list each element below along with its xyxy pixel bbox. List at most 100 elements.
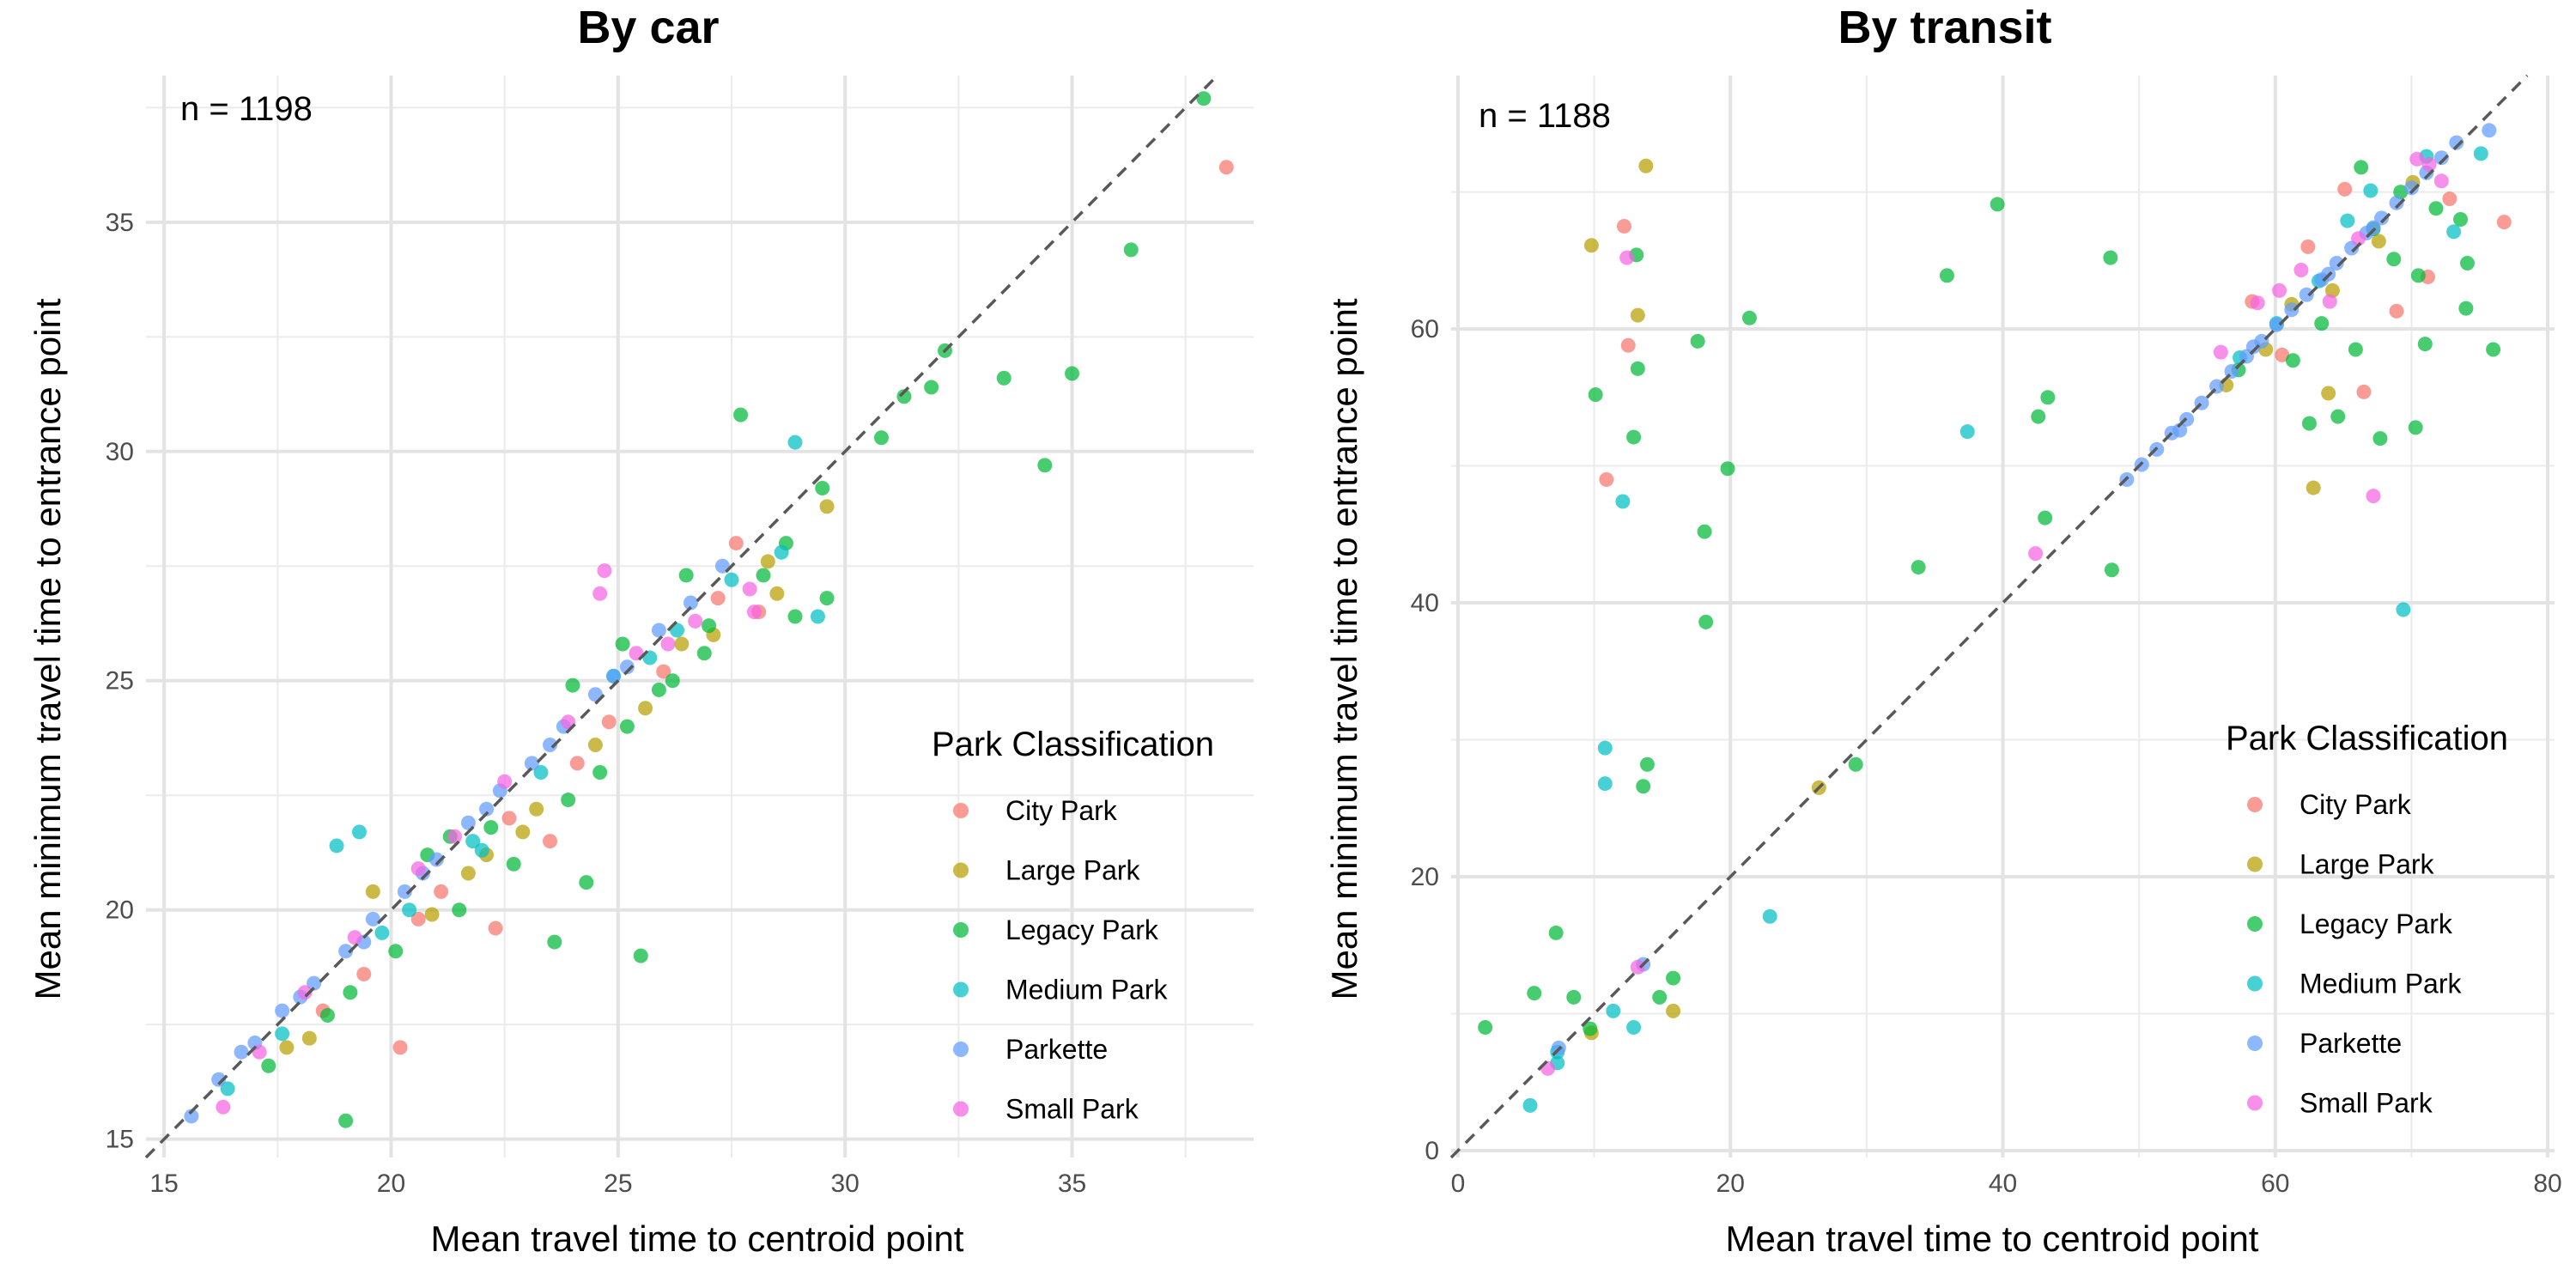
legend-key-city-park [953,803,969,818]
data-point [392,1040,408,1055]
data-point [307,975,322,991]
data-point [2269,317,2284,332]
data-point [1630,307,1645,323]
data-point [787,609,803,624]
data-point [2433,150,2449,166]
data-point [2293,262,2309,277]
data-point [2446,224,2462,240]
data-point [665,673,680,689]
data-point [2459,256,2475,271]
data-point [2337,181,2353,197]
data-point [452,902,467,918]
data-point [565,677,580,693]
data-point [1666,970,1681,986]
data-point [2275,347,2290,362]
data-point [220,1081,235,1097]
data-point [2104,562,2119,578]
data-point [1911,560,1926,575]
legend-label: Parkette [1005,1034,1108,1065]
data-point [2322,294,2337,309]
data-point [2306,480,2321,495]
data-point [1697,524,1712,539]
data-point [343,985,358,1000]
data-point [2354,160,2369,175]
data-point [819,499,835,514]
legend-title: Park Classification [932,726,1214,763]
data-point [2329,256,2344,271]
data-point [501,811,517,826]
data-point [1566,989,1582,1005]
data-point [996,370,1012,386]
data-point [329,838,344,854]
data-point [524,756,539,771]
data-point [651,623,666,638]
data-point [619,719,635,734]
data-point [211,1072,227,1087]
data-point [2421,157,2437,173]
data-point [651,682,666,697]
data-point [2496,215,2512,230]
data-point [543,737,558,752]
data-point [2348,342,2363,357]
sample-size-annotation: n = 1198 [180,90,313,128]
data-point [1123,242,1139,258]
data-point [1478,1019,1493,1035]
data-point [2314,316,2330,331]
legend-key-medium-park [953,981,969,998]
data-point [2272,283,2287,298]
data-point [561,793,576,808]
data-point [2300,239,2316,254]
data-point [1638,158,1654,173]
data-point [1615,494,1631,509]
data-point [338,1113,354,1128]
panel-by-car: 15 20 25 30 35 15 20 25 30 35 By car Mean travel ti… [27,2,1254,1259]
data-point [1527,986,1542,1001]
data-point [2299,287,2314,302]
data-point [633,948,648,963]
data-point [597,563,612,579]
data-point [2473,146,2488,161]
data-point [533,765,549,781]
data-point [488,920,503,936]
data-point [1606,1003,1621,1018]
data-point [2284,302,2300,318]
data-point [1626,1019,1642,1035]
data-point [2363,183,2379,198]
legend-label: Small Park [2300,1088,2433,1119]
sample-size-annotation: n = 1188 [1479,97,1611,135]
data-point [1690,333,1705,349]
data-point [447,829,463,844]
data-point [184,1109,199,1124]
data-point [2374,210,2390,226]
legend-label: Large Park [1005,855,1141,886]
data-point [275,1026,290,1042]
series-large-park [279,499,835,1055]
data-point [569,756,585,771]
data-point [1762,908,1777,924]
data-point [402,902,417,918]
legend-key-large-park [2247,856,2263,872]
data-point [529,801,544,817]
data-point [506,856,521,872]
data-point [2396,602,2411,617]
data-point [2453,211,2469,227]
data-point [1626,429,1642,445]
data-point [2486,342,2501,357]
data-point [746,605,762,620]
legend-key-legacy-park [2247,916,2263,932]
data-point [1848,756,1863,772]
series-legacy-park [1478,160,2501,1036]
data-point [347,930,362,945]
x-tick-label: 80 [2533,1170,2561,1198]
data-point [724,572,739,587]
data-point [660,636,676,652]
series-parkette [1551,123,2497,1055]
data-point [774,544,789,560]
data-point [592,586,608,601]
data-point [2028,546,2044,562]
data-point [338,944,354,959]
legend-label: City Park [2300,789,2412,820]
data-point [1583,1021,1598,1036]
legend-key-small-park [2247,1095,2263,1111]
